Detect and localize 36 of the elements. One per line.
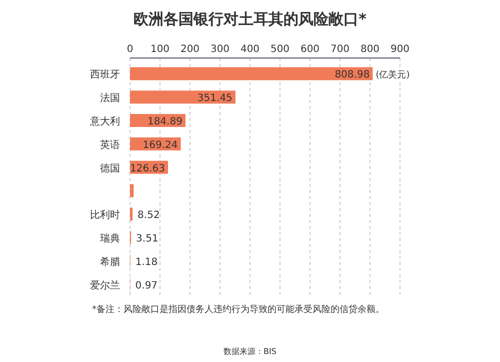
- x-tick-label: 600: [300, 44, 320, 55]
- y-tick-label: 西班牙: [90, 68, 120, 81]
- data-label: 8.52: [138, 210, 160, 222]
- x-tick-label: 400: [240, 44, 260, 55]
- x-tick-label: 200: [180, 44, 200, 55]
- x-tick-label: 300: [210, 44, 230, 55]
- bar: [130, 208, 133, 221]
- x-tick-label: 0: [126, 44, 134, 55]
- y-tick-label: 法国: [100, 92, 120, 104]
- y-tick-label: 德国: [100, 163, 120, 174]
- source-note: 数据来源：BIS: [224, 347, 276, 356]
- y-tick-label: 瑞典: [100, 232, 120, 244]
- chart-title: 欧洲各国银行对土耳其的风险敞口*: [134, 10, 367, 28]
- y-tick-label: 比利时: [90, 209, 120, 222]
- data-label: 169.24: [142, 140, 178, 151]
- data-label: 808.98: [334, 70, 370, 81]
- bar: [130, 184, 134, 198]
- bar: [130, 67, 373, 80]
- x-tick-label: 700: [330, 44, 350, 55]
- x-tick-label: 100: [150, 44, 170, 55]
- data-label: 126.63: [130, 163, 165, 174]
- y-tick-label: 希腊: [100, 256, 120, 268]
- annotation: (亿美元): [376, 70, 410, 81]
- text: *备注：风险敞口是指因债务人违约行为导致的可能承受风险的信贷余额。: [92, 304, 384, 315]
- data-label: 0.97: [135, 280, 158, 292]
- x-tick-label: 900: [390, 44, 410, 55]
- x-tick-label: 800: [360, 44, 380, 55]
- bar: [130, 90, 236, 104]
- x-tick-label: 500: [270, 44, 290, 55]
- y-tick-label: 英语: [100, 138, 120, 151]
- y-tick-label: 爱尔兰: [90, 279, 120, 292]
- data-label: 3.51: [136, 234, 158, 244]
- data-label: 184.89: [147, 116, 182, 128]
- y-tick-label: 意大利: [89, 116, 120, 128]
- data-label: 351.45: [197, 93, 232, 104]
- data-label: 1.18: [135, 256, 158, 268]
